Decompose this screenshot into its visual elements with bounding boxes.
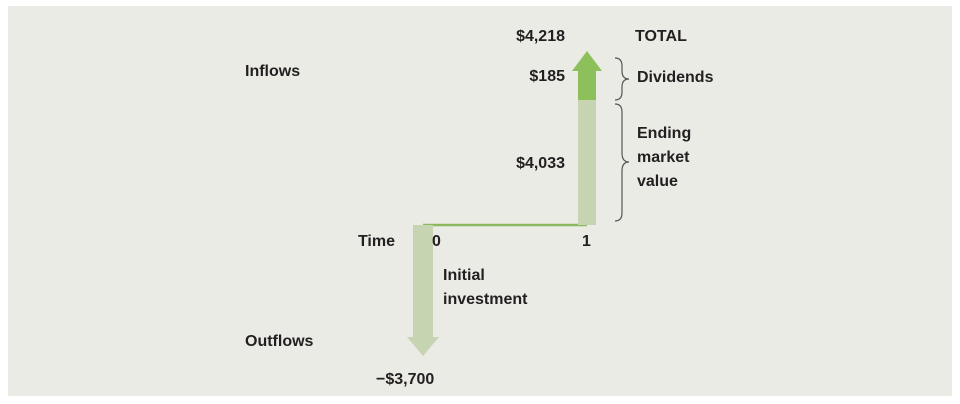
dividends-brace: [614, 57, 630, 101]
ending-value-label: value: [637, 173, 678, 190]
inflows-label: Inflows: [245, 63, 300, 80]
total-amount: $4,218: [516, 28, 565, 45]
outflow-label: investment: [443, 291, 528, 308]
outflow-label: Initial: [443, 267, 485, 284]
dividends-label: Dividends: [637, 69, 714, 86]
inflow-arrowhead: [572, 51, 602, 71]
total-label: TOTAL: [635, 28, 687, 45]
ending-value-label: market: [637, 149, 690, 166]
time-label: Time: [358, 233, 395, 250]
outflow-amount: −$3,700: [376, 371, 434, 388]
ending-value-label: Ending: [637, 125, 691, 142]
ending-value-bar: [578, 100, 596, 225]
ending-value-amount: $4,033: [516, 155, 565, 172]
outflow-arrowhead: [407, 337, 439, 356]
time-point: 0: [432, 233, 441, 250]
dividends-amount: $185: [529, 68, 565, 85]
background: [8, 6, 952, 396]
ending-value-brace: [614, 103, 630, 222]
outflow-bar: [413, 225, 433, 338]
outflows-label: Outflows: [245, 333, 314, 350]
time-point: 1: [582, 233, 591, 250]
dividends-bar: [578, 70, 596, 100]
